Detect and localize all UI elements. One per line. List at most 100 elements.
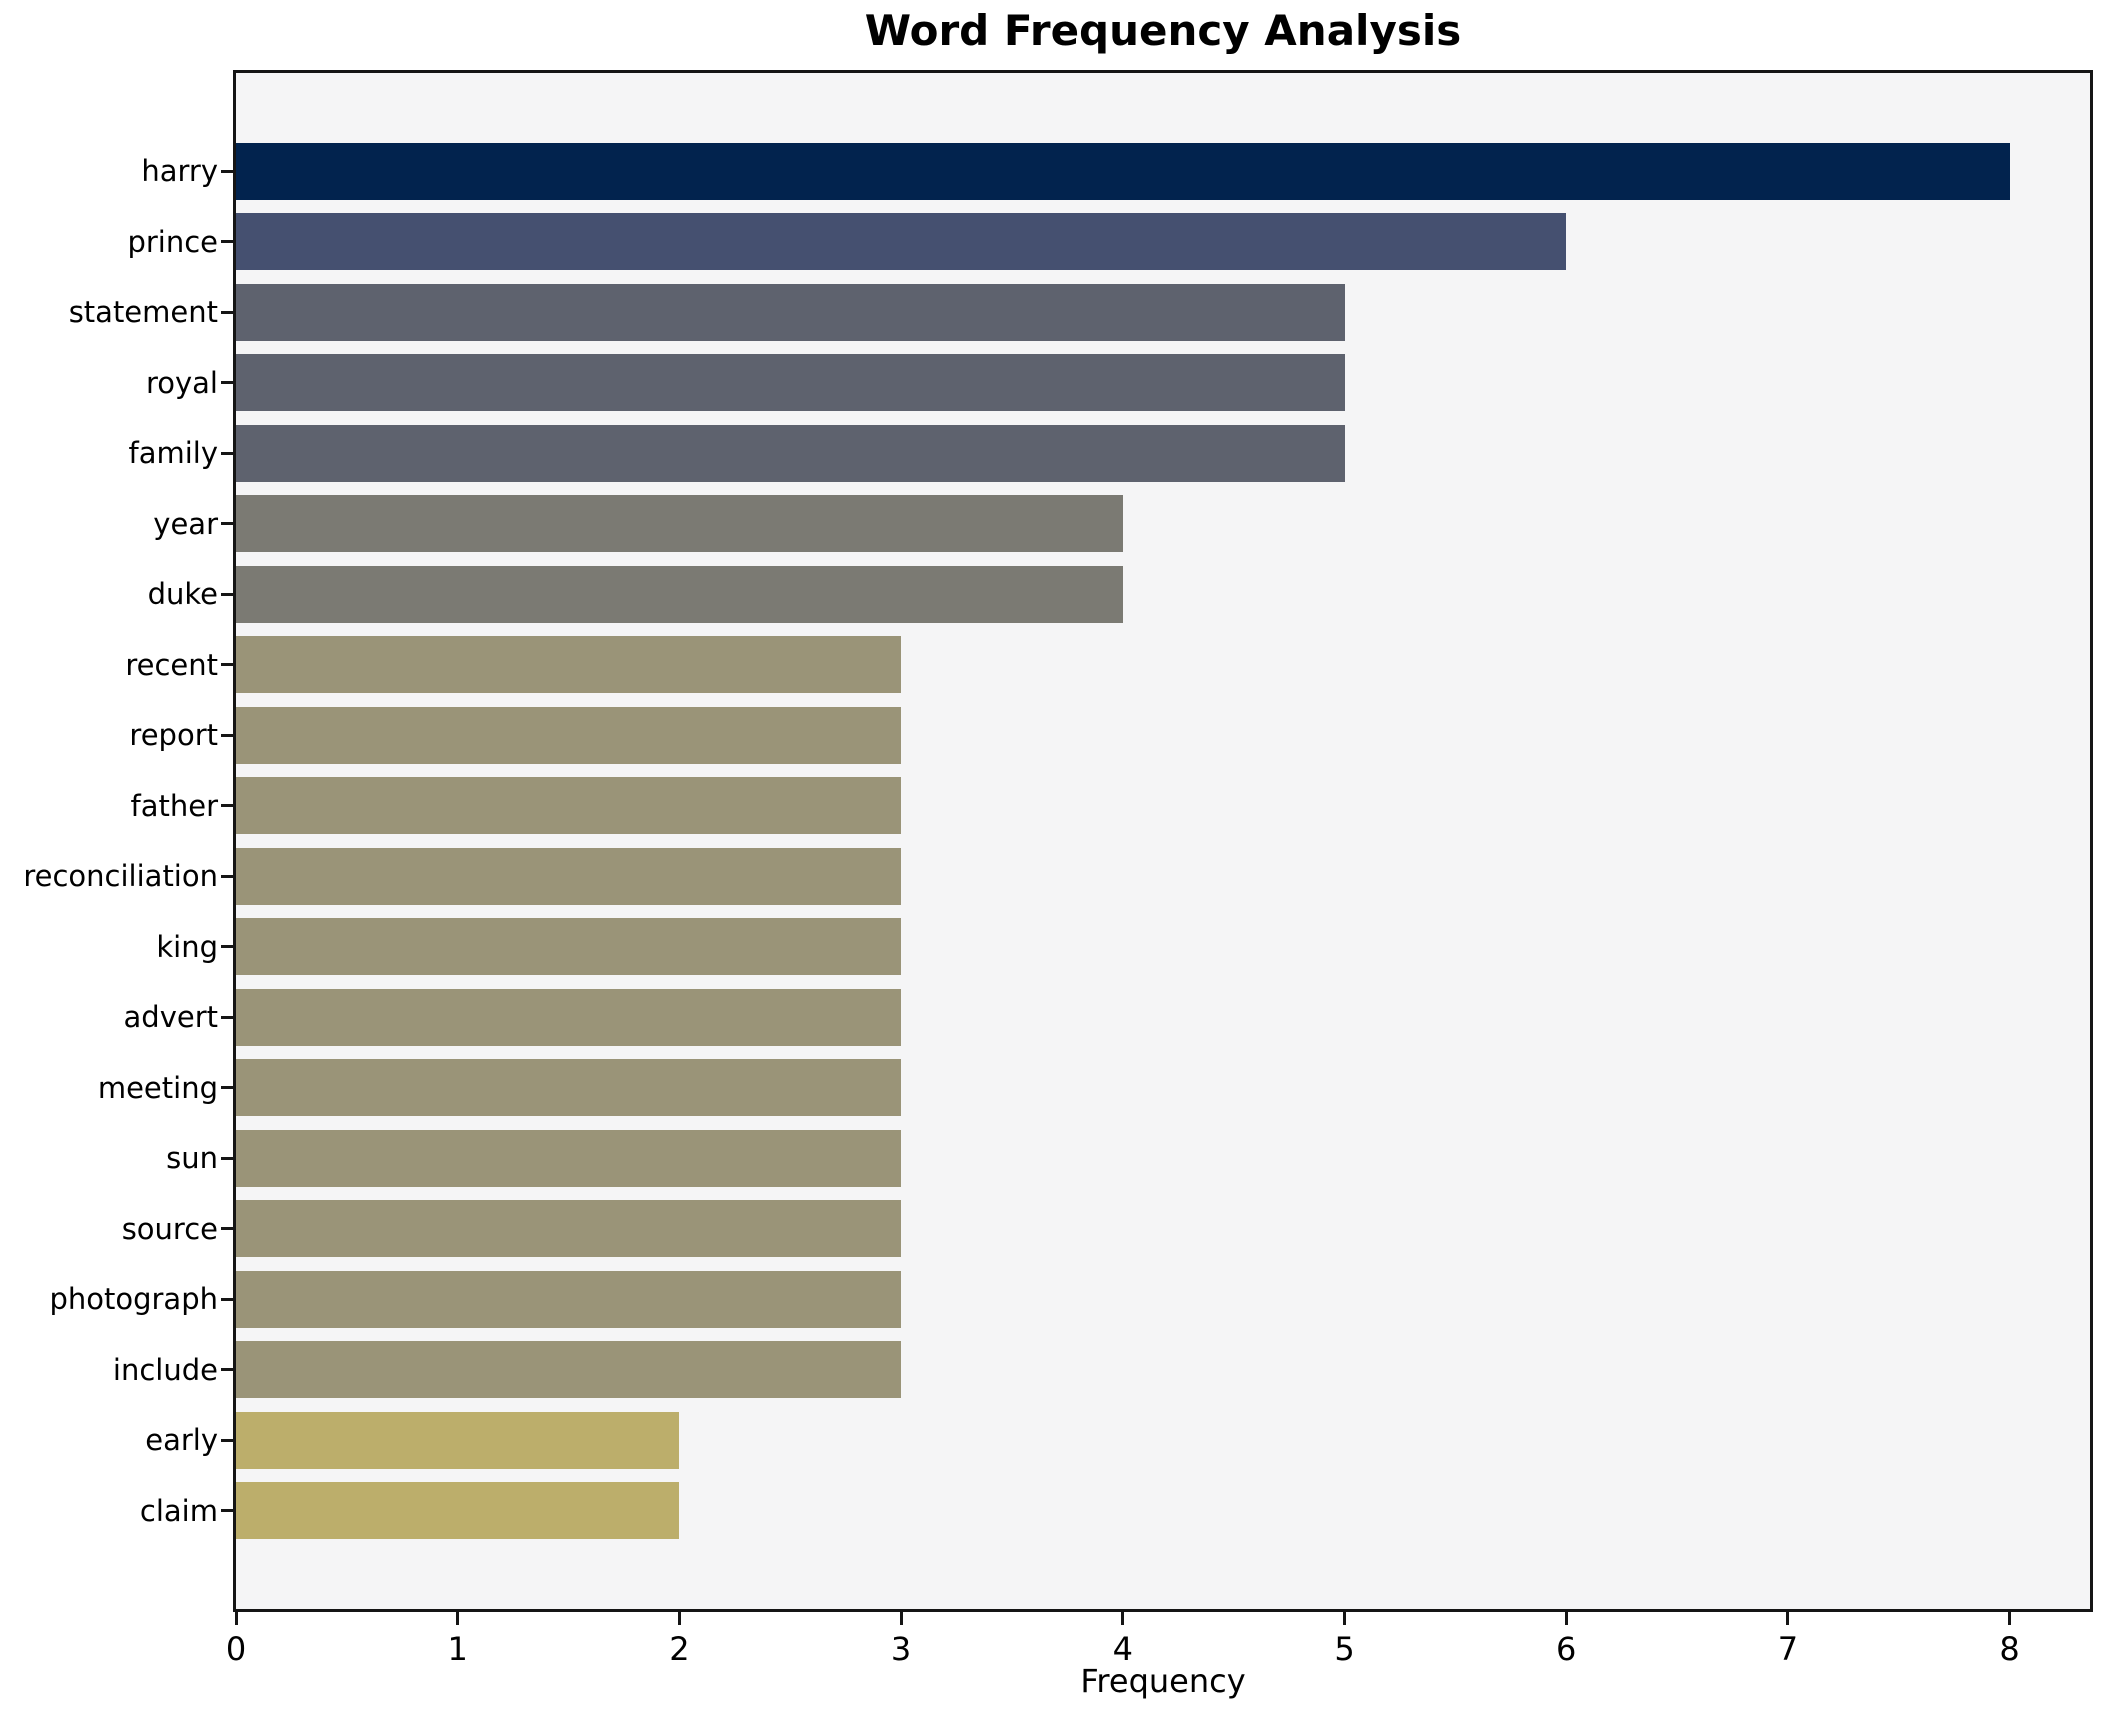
y-axis-label-father: father — [130, 788, 219, 823]
y-tick — [221, 451, 233, 455]
bar-row — [236, 418, 2090, 489]
y-axis-label-year: year — [153, 506, 218, 541]
y-tick — [221, 522, 233, 526]
x-tick — [1343, 1612, 1346, 1625]
y-tick — [221, 1438, 233, 1442]
bar-row — [236, 841, 2090, 912]
bar-row — [236, 771, 2090, 842]
y-axis-label-early: early — [145, 1423, 218, 1458]
bar-row — [236, 1476, 2090, 1547]
bar-row — [236, 1405, 2090, 1476]
bar-reconciliation — [236, 847, 902, 905]
y-tick — [221, 1368, 233, 1372]
bar-photograph — [236, 1270, 902, 1328]
x-tick-label-2: 2 — [669, 1630, 690, 1668]
x-tick-label-8: 8 — [1999, 1630, 2020, 1668]
bars-container — [236, 136, 2090, 1546]
y-axis-label-harry: harry — [141, 154, 218, 189]
x-tick — [2008, 1612, 2012, 1625]
y-tick — [221, 874, 233, 878]
bar-early — [236, 1411, 680, 1469]
y-axis-label-duke: duke — [147, 577, 218, 612]
x-tick — [234, 1612, 238, 1625]
y-tick — [221, 663, 233, 667]
y-axis-label-meeting: meeting — [97, 1070, 218, 1105]
y-tick — [221, 1297, 233, 1301]
y-axis-label-recent: recent — [125, 647, 218, 682]
x-tick-label-1: 1 — [447, 1630, 468, 1668]
y-axis-label-sun: sun — [166, 1141, 218, 1176]
bar-row — [236, 207, 2090, 278]
bar-row — [236, 1053, 2090, 1124]
y-tick — [221, 381, 233, 385]
bar-advert — [236, 988, 902, 1046]
y-tick — [221, 945, 233, 949]
x-tick-label-6: 6 — [1556, 1630, 1577, 1668]
bar-claim — [236, 1482, 680, 1540]
y-tick — [221, 1156, 233, 1160]
y-axis-label-statement: statement — [68, 295, 218, 330]
bar-row — [236, 559, 2090, 630]
bar-row — [236, 700, 2090, 771]
bar-row — [236, 489, 2090, 560]
plot-area — [233, 70, 2093, 1612]
bar-recent — [236, 636, 902, 694]
y-tick — [221, 1509, 233, 1513]
y-axis-label-report: report — [129, 718, 218, 753]
bar-prince — [236, 213, 1567, 271]
bar-year — [236, 495, 1123, 553]
x-tick-label-3: 3 — [890, 1630, 912, 1668]
y-axis-label-prince: prince — [127, 224, 218, 259]
y-axis-label-reconciliation: reconciliation — [23, 859, 218, 894]
y-tick — [221, 1086, 233, 1090]
x-tick — [456, 1612, 460, 1625]
bar-report — [236, 706, 902, 764]
y-axis-label-advert: advert — [123, 1000, 218, 1035]
y-tick — [221, 310, 233, 314]
bar-row — [236, 1335, 2090, 1406]
bar-duke — [236, 565, 1123, 623]
y-tick — [221, 169, 233, 173]
bar-row — [236, 1123, 2090, 1194]
bar-harry — [236, 142, 2010, 200]
x-tick-label-5: 5 — [1334, 1630, 1355, 1668]
bar-sun — [236, 1129, 902, 1187]
bar-row — [236, 136, 2090, 207]
x-tick — [1121, 1612, 1125, 1625]
bar-meeting — [236, 1059, 902, 1117]
bar-source — [236, 1200, 902, 1258]
bar-statement — [236, 283, 1345, 341]
bar-king — [236, 918, 902, 976]
x-tick — [899, 1612, 903, 1625]
y-axis-label-royal: royal — [145, 365, 218, 400]
y-tick — [221, 733, 233, 737]
bar-row — [236, 630, 2090, 701]
x-tick — [677, 1612, 681, 1625]
x-tick — [1786, 1612, 1790, 1625]
bar-row — [236, 982, 2090, 1053]
y-axis-label-family: family — [128, 436, 218, 471]
x-tick-label-7: 7 — [1777, 1630, 1799, 1668]
y-tick — [221, 1227, 233, 1231]
y-axis-label-claim: claim — [139, 1493, 218, 1528]
y-axis-label-king: king — [156, 929, 218, 964]
bar-row — [236, 277, 2090, 348]
bar-row — [236, 348, 2090, 419]
x-tick — [1564, 1612, 1568, 1625]
bar-row — [236, 1194, 2090, 1265]
x-tick-label-4: 4 — [1112, 1630, 1133, 1668]
bar-include — [236, 1341, 902, 1399]
bar-father — [236, 777, 902, 835]
y-axis-label-include: include — [112, 1352, 218, 1387]
x-tick-label-0: 0 — [225, 1630, 247, 1668]
bar-row — [236, 912, 2090, 983]
y-axis-label-photograph: photograph — [49, 1282, 218, 1317]
y-tick — [221, 804, 233, 808]
bar-row — [236, 1264, 2090, 1335]
x-axis-label: Frequency — [1080, 1662, 1246, 1700]
y-axis-label-source: source — [121, 1211, 218, 1246]
bar-royal — [236, 354, 1345, 412]
y-tick — [221, 240, 233, 244]
chart-title: Word Frequency Analysis — [864, 6, 1462, 55]
